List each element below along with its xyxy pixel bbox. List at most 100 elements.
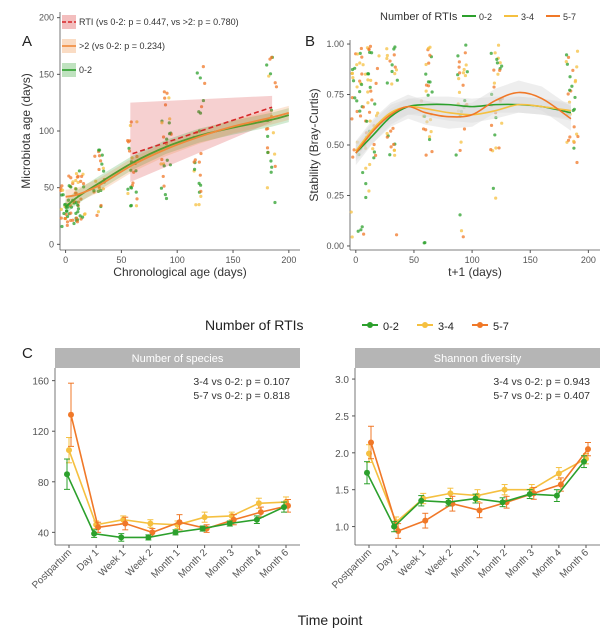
data-point-b [564,53,569,57]
data-point-b [367,189,371,193]
y-tick-label-c: 2.0 [335,449,349,460]
data-point-b [389,129,393,133]
data-point-a [127,146,131,150]
data-point-b [458,148,462,153]
data-point-b [568,135,572,139]
data-point-b [388,153,392,157]
data-point-a [76,203,80,207]
data-point-b [566,112,570,116]
data-point-b [359,46,363,51]
data-point-b [351,76,355,80]
data-point-b [458,213,462,217]
data-point-a [101,166,105,170]
data-point-b [350,95,354,100]
legend-marker-c [367,322,373,328]
x-tick-label-a: 200 [281,255,296,265]
data-point-a [165,137,169,141]
data-point-a [163,192,167,197]
data-point-a [129,185,133,189]
legend-label-b: 0-2 [479,12,492,22]
legend-marker-c [477,322,483,328]
data-point-0-2 [581,458,587,465]
data-point-b [426,93,430,97]
data-point-b [564,60,568,64]
data-point-b [360,225,364,229]
data-point-0-2 [445,499,452,506]
x-axis-title-b: t+1 (days) [448,265,502,279]
data-point-a [265,146,270,150]
data-point-b [459,109,464,114]
data-point-a [269,170,273,174]
data-point-b [492,68,496,72]
data-point-b [385,81,389,85]
data-point-a [201,65,205,69]
x-tick-label-b: 0 [353,255,358,265]
legend-label-b: 3-4 [521,12,534,22]
data-point-b [465,70,469,74]
data-point-0-2 [364,469,370,476]
data-point-3-4 [501,486,508,493]
data-point-b [427,135,432,139]
data-point-a [66,198,71,202]
data-point-b [497,146,501,150]
data-point-b [349,210,353,214]
x-tick-label-c: Postpartum [30,547,74,591]
data-point-a [126,191,130,196]
data-point-a [162,184,166,188]
data-point-5-7 [585,446,591,453]
data-point-a [74,178,78,183]
fit-line-rti [132,106,273,155]
data-point-a [79,179,83,184]
data-point-a [274,85,279,89]
data-point-b [364,166,368,170]
data-point-b [352,148,356,152]
data-point-a [74,172,79,176]
data-point-a [199,189,203,193]
data-point-b [424,89,428,93]
data-point-a [268,72,273,76]
data-point-a [127,149,132,153]
data-point-a [101,187,105,191]
data-point-b [495,61,500,65]
data-point-b [385,135,389,139]
data-point-0-2 [199,525,206,532]
data-point-b [355,140,359,144]
data-point-b [374,81,378,85]
panel-label-c: C [22,345,33,362]
data-point-b [428,118,433,122]
data-point-b [351,155,355,159]
data-point-0-2 [472,495,479,502]
data-point-b [358,61,362,65]
data-point-b [423,114,427,118]
data-point-b [370,51,374,55]
data-point-a [167,96,171,100]
data-point-a [163,96,167,100]
data-point-b [566,92,570,96]
p-value-annotation: 5-7 vs 0-2: p = 0.818 [193,390,290,402]
data-point-b [389,145,393,149]
data-point-a [97,148,101,152]
data-point-a [62,211,66,216]
data-point-b [358,114,363,118]
data-point-0-2 [145,534,152,541]
data-point-a [269,108,274,112]
data-point-a [265,63,269,67]
facet-strip [355,348,600,368]
data-point-a [168,163,172,167]
data-point-b [424,62,428,67]
data-point-a [270,165,274,169]
data-point-a [97,167,101,172]
data-point-b [350,67,355,72]
data-point-a [74,216,79,220]
data-point-a [97,154,102,158]
data-point-a [273,164,277,168]
data-point-5-7 [257,509,264,516]
data-point-b [572,139,576,143]
x-axis-title-c: Time point [298,612,363,628]
data-point-0-2 [499,499,506,506]
y-tick-label-a: 150 [39,69,54,79]
data-point-b [350,235,354,239]
data-point-a [165,158,169,162]
y-tick-label-c: 1.0 [335,523,349,534]
